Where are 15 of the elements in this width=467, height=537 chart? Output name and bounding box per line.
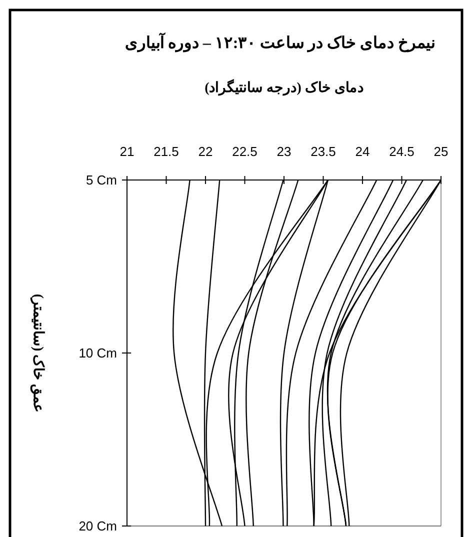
x-tick-label: 25 — [434, 144, 448, 159]
x-axis-title: دمای خاک (درجه سانتیگراد) — [204, 79, 364, 96]
x-tick-label: 21 — [120, 144, 134, 159]
x-tick-label: 22 — [198, 144, 213, 159]
y-tick-label: 10 Cm — [78, 346, 117, 360]
x-tick-label: 23 — [276, 144, 292, 159]
x-tick-label: 22.5 — [232, 144, 258, 159]
x-tick-label: 21.5 — [154, 144, 179, 159]
chart-title: نیمرخ دمای خاک در ساعت ۱۲:۳۰ – دوره آبیاری — [124, 31, 436, 53]
x-tick-label: 24 — [355, 144, 370, 159]
y-axis-title: عمق خاک (سانتیمتر) — [30, 294, 46, 412]
x-tick-label: 24.5 — [389, 144, 414, 159]
y-tick-label: 20 Cm — [78, 518, 117, 534]
y-tick-label: 5 Cm — [86, 172, 117, 188]
x-tick-label: 23.5 — [310, 144, 336, 159]
